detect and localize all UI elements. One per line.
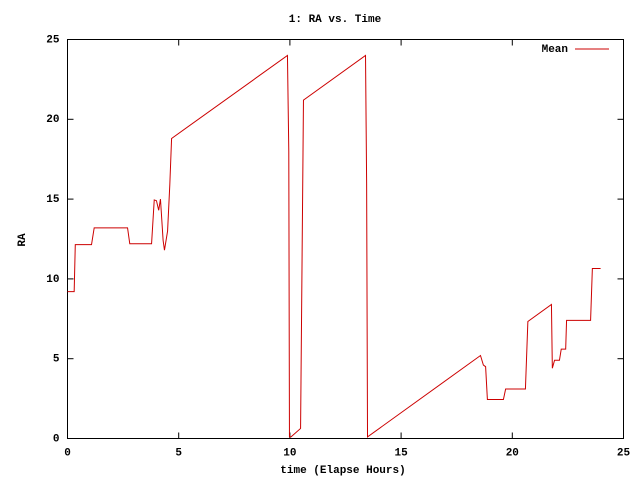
x-tick-label: 0	[64, 447, 71, 459]
x-tick-label: 15	[394, 447, 408, 459]
x-tick-label: 25	[617, 447, 631, 459]
y-tick-label: 10	[46, 274, 59, 286]
y-tick-label: 5	[53, 354, 60, 366]
x-tick-label: 20	[506, 447, 519, 459]
legend-label: Mean	[542, 44, 568, 56]
y-tick-label: 0	[53, 433, 60, 445]
x-axis-label: time (Elapse Hours)	[280, 465, 405, 477]
chart-title: 1: RA vs. Time	[289, 14, 382, 26]
y-tick-label: 15	[46, 194, 60, 206]
y-axis-label: RA	[17, 233, 29, 247]
x-tick-label: 10	[283, 447, 296, 459]
x-tick-label: 5	[175, 447, 182, 459]
data-line	[67, 54, 601, 438]
y-tick-label: 25	[46, 34, 60, 46]
plot-frame	[67, 39, 624, 439]
y-tick-label: 20	[46, 114, 59, 126]
